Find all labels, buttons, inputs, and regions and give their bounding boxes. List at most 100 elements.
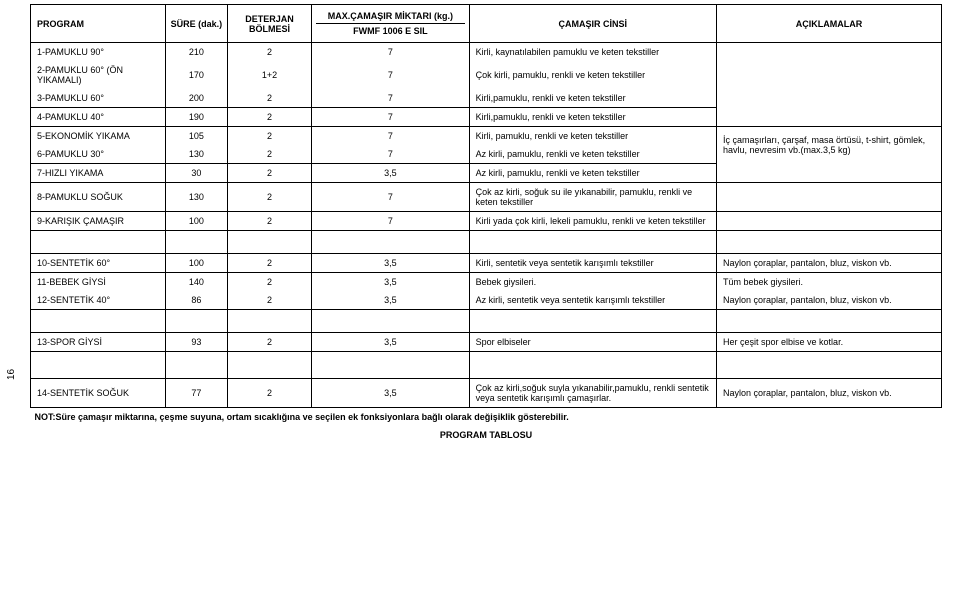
page-number: 16 — [6, 369, 17, 380]
cell-sure: 30 — [165, 164, 227, 183]
cell-cins: Bebek giysileri. — [469, 273, 716, 292]
cell-aciklama-empty — [717, 43, 942, 108]
cell-det: 1+2 — [227, 61, 311, 89]
table-row: 14-SENTETİK SOĞUK 77 2 3,5 Çok az kirli,… — [31, 379, 942, 408]
cell-sure: 210 — [165, 43, 227, 62]
th-max-sub: FWMF 1006 E SIL — [316, 23, 464, 36]
cell-sure: 100 — [165, 212, 227, 231]
cell-cins: Kirli, kaynatılabilen pamuklu ve keten t… — [469, 43, 716, 62]
cell-max: 3,5 — [312, 273, 469, 292]
cell-max: 7 — [312, 183, 469, 212]
table-row: 5-EKONOMİK YIKAMA 105 2 7 Kirli, pamuklu… — [31, 127, 942, 146]
cell-max: 7 — [312, 145, 469, 164]
cell-det: 2 — [227, 291, 311, 310]
note-row: NOT:Süre çamaşır miktarına, çeşme suyuna… — [31, 408, 942, 427]
cell-det: 2 — [227, 43, 311, 62]
cell-program: 6-PAMUKLU 30° — [31, 145, 166, 164]
page: 16 PROGRAM SÜRE (dak.) DETERJAN BÖLMESİ … — [0, 0, 960, 615]
cell-sure: 130 — [165, 145, 227, 164]
cell-program: 8-PAMUKLU SOĞUK — [31, 183, 166, 212]
cell-program: 9-KARIŞIK ÇAMAŞIR — [31, 212, 166, 231]
cell-program: 1-PAMUKLU 90° — [31, 43, 166, 62]
cell-max: 7 — [312, 127, 469, 146]
cell-max: 7 — [312, 89, 469, 108]
cell-max: 7 — [312, 212, 469, 231]
cell-sure: 170 — [165, 61, 227, 89]
cell-det: 2 — [227, 212, 311, 231]
cell-cins: Kirli,pamuklu, renkli ve keten tekstille… — [469, 89, 716, 108]
cell-det: 2 — [227, 254, 311, 273]
spacer-row — [31, 231, 942, 254]
table-row: 7-HIZLI YIKAMA 30 2 3,5 Az kirli, pamukl… — [31, 164, 942, 183]
cell-max: 7 — [312, 61, 469, 89]
spacer-row — [31, 310, 942, 333]
cell-cins: Çok az kirli,soğuk suyla yıkanabilir,pam… — [469, 379, 716, 408]
cell-aciklama-empty — [717, 212, 942, 231]
title-row: PROGRAM TABLOSU — [31, 426, 942, 444]
table-row: 13-SPOR GİYSİ 93 2 3,5 Spor elbiseler He… — [31, 333, 942, 352]
th-aciklama: AÇIKLAMALAR — [717, 5, 942, 43]
cell-program: 12-SENTETİK 40° — [31, 291, 166, 310]
th-deterjan: DETERJAN BÖLMESİ — [227, 5, 311, 43]
cell-program: 3-PAMUKLU 60° — [31, 89, 166, 108]
cell-det: 2 — [227, 145, 311, 164]
cell-cins: Az kirli, pamuklu, renkli ve keten tekst… — [469, 145, 716, 164]
cell-program: 5-EKONOMİK YIKAMA — [31, 127, 166, 146]
th-max-top: MAX.ÇAMAŞIR MİKTARI (kg.) — [316, 11, 464, 21]
table-row: 4-PAMUKLU 40° 190 2 7 Kirli,pamuklu, ren… — [31, 108, 942, 127]
cell-sure: 86 — [165, 291, 227, 310]
cell-max: 7 — [312, 43, 469, 62]
cell-sure: 190 — [165, 108, 227, 127]
cell-max: 3,5 — [312, 254, 469, 273]
th-program: PROGRAM — [31, 5, 166, 43]
cell-cins: Spor elbiseler — [469, 333, 716, 352]
cell-det: 2 — [227, 108, 311, 127]
note-text: NOT:Süre çamaşır miktarına, çeşme suyuna… — [35, 412, 569, 422]
cell-cins: Çok az kirli, soğuk su ile yıkanabilir, … — [469, 183, 716, 212]
cell-det: 2 — [227, 89, 311, 108]
cell-det: 2 — [227, 183, 311, 212]
cell-sure: 130 — [165, 183, 227, 212]
cell-cins: Kirli, sentetik veya sentetik karışımlı … — [469, 254, 716, 273]
cell-cins: Kirli, pamuklu, renkli ve keten tekstill… — [469, 127, 716, 146]
cell-max: 3,5 — [312, 291, 469, 310]
cell-aciklama: Her çeşit spor elbise ve kotlar. — [717, 333, 942, 352]
cell-sure: 105 — [165, 127, 227, 146]
table-row: 12-SENTETİK 40° 86 2 3,5 Az kirli, sente… — [31, 291, 942, 310]
cell-aciklama-empty — [717, 108, 942, 127]
cell-max: 3,5 — [312, 164, 469, 183]
cell-max: 7 — [312, 108, 469, 127]
cell-aciklama: Naylon çoraplar, pantalon, bluz, viskon … — [717, 379, 942, 408]
table-row: 9-KARIŞIK ÇAMAŞIR 100 2 7 Kirli yada çok… — [31, 212, 942, 231]
cell-max: 3,5 — [312, 333, 469, 352]
cell-cins: Az kirli, pamuklu, renkli ve keten tekst… — [469, 164, 716, 183]
cell-sure: 200 — [165, 89, 227, 108]
cell-aciklama: Tüm bebek giysileri. — [717, 273, 942, 292]
spacer-row — [31, 352, 942, 379]
cell-program: 14-SENTETİK SOĞUK — [31, 379, 166, 408]
program-table: PROGRAM SÜRE (dak.) DETERJAN BÖLMESİ MAX… — [30, 4, 942, 444]
table-title: PROGRAM TABLOSU — [440, 430, 532, 440]
cell-sure: 93 — [165, 333, 227, 352]
table-row: 10-SENTETİK 60° 100 2 3,5 Kirli, senteti… — [31, 254, 942, 273]
cell-aciklama: Naylon çoraplar, pantalon, bluz, viskon … — [717, 254, 942, 273]
table-row: 8-PAMUKLU SOĞUK 130 2 7 Çok az kirli, so… — [31, 183, 942, 212]
cell-cins: Çok kirli, pamuklu, renkli ve keten teks… — [469, 61, 716, 89]
cell-max: 3,5 — [312, 379, 469, 408]
cell-sure: 140 — [165, 273, 227, 292]
cell-cins: Kirli,pamuklu, renkli ve keten tekstille… — [469, 108, 716, 127]
cell-program: 2-PAMUKLU 60° (ÖN YIKAMALI) — [31, 61, 166, 89]
cell-sure: 100 — [165, 254, 227, 273]
cell-aciklama-empty — [717, 183, 942, 212]
cell-cins: Kirli yada çok kirli, lekeli pamuklu, re… — [469, 212, 716, 231]
th-cins: ÇAMAŞIR CİNSİ — [469, 5, 716, 43]
cell-det: 2 — [227, 379, 311, 408]
cell-aciklama: Naylon çoraplar, pantalon, bluz, viskon … — [717, 291, 942, 310]
cell-aciklama-empty — [717, 164, 942, 183]
cell-program: 10-SENTETİK 60° — [31, 254, 166, 273]
table-row: 1-PAMUKLU 90° 210 2 7 Kirli, kaynatılabi… — [31, 43, 942, 62]
cell-det: 2 — [227, 127, 311, 146]
th-max: MAX.ÇAMAŞIR MİKTARI (kg.) FWMF 1006 E SI… — [312, 5, 469, 43]
cell-program: 11-BEBEK GİYSİ — [31, 273, 166, 292]
table-row: 11-BEBEK GİYSİ 140 2 3,5 Bebek giysileri… — [31, 273, 942, 292]
